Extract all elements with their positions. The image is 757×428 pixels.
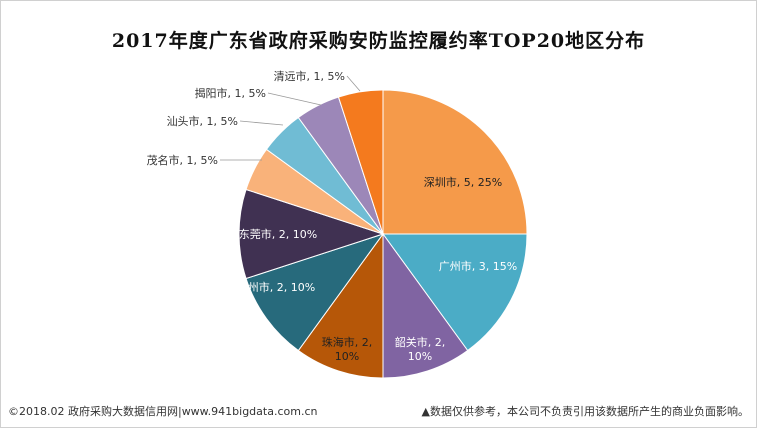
slice-label-东莞市: 东莞市, 2, 10% [239, 227, 317, 241]
pie-slice-韶关市 [382, 232, 469, 379]
slice-label-珠海市-1: 珠海市, 2, [322, 335, 373, 349]
pie-slice-惠州市 [245, 233, 385, 352]
pie-slice-深圳市 [382, 89, 528, 235]
slice-label-揭阳市: 揭阳市, 1, 5% [195, 86, 266, 100]
slice-label-清远市: 清远市, 1, 5% [274, 69, 345, 83]
slice-label-韶关市-1: 韶关市, 2, [395, 335, 446, 349]
pie-slice-珠海市 [297, 232, 384, 379]
slice-label-深圳市: 深圳市, 5, 25% [424, 175, 502, 189]
leader-line-清远市 [346, 75, 361, 92]
slice-label-广州市: 广州市, 3, 15% [439, 259, 517, 273]
footer-copyright: ©2018.02 政府采购大数据信用网|www.941bigdata.com.c… [8, 405, 318, 418]
slice-label-惠州市: 惠州市, 2, 10% [237, 280, 315, 294]
pie-slice-广州市 [382, 233, 528, 352]
chart-title: 2017年度广东省政府采购安防监控履约率TOP20地区分布 [111, 30, 646, 52]
pie-slice-清远市 [337, 89, 384, 235]
slice-label-茂名市: 茂名市, 1, 5% [147, 153, 218, 167]
slice-label-韶关市-2: 10% [408, 350, 432, 363]
slice-label-珠海市-2: 10% [335, 350, 359, 363]
footer-disclaimer: ▲数据仅供参考，本公司不负责引用该数据所产生的商业负面影响。 [421, 405, 749, 418]
leader-line-揭阳市 [267, 92, 322, 106]
pie-slice-东莞市 [238, 188, 385, 280]
leader-line-汕头市 [239, 120, 284, 126]
slice-label-汕头市: 汕头市, 1, 5% [167, 114, 238, 128]
